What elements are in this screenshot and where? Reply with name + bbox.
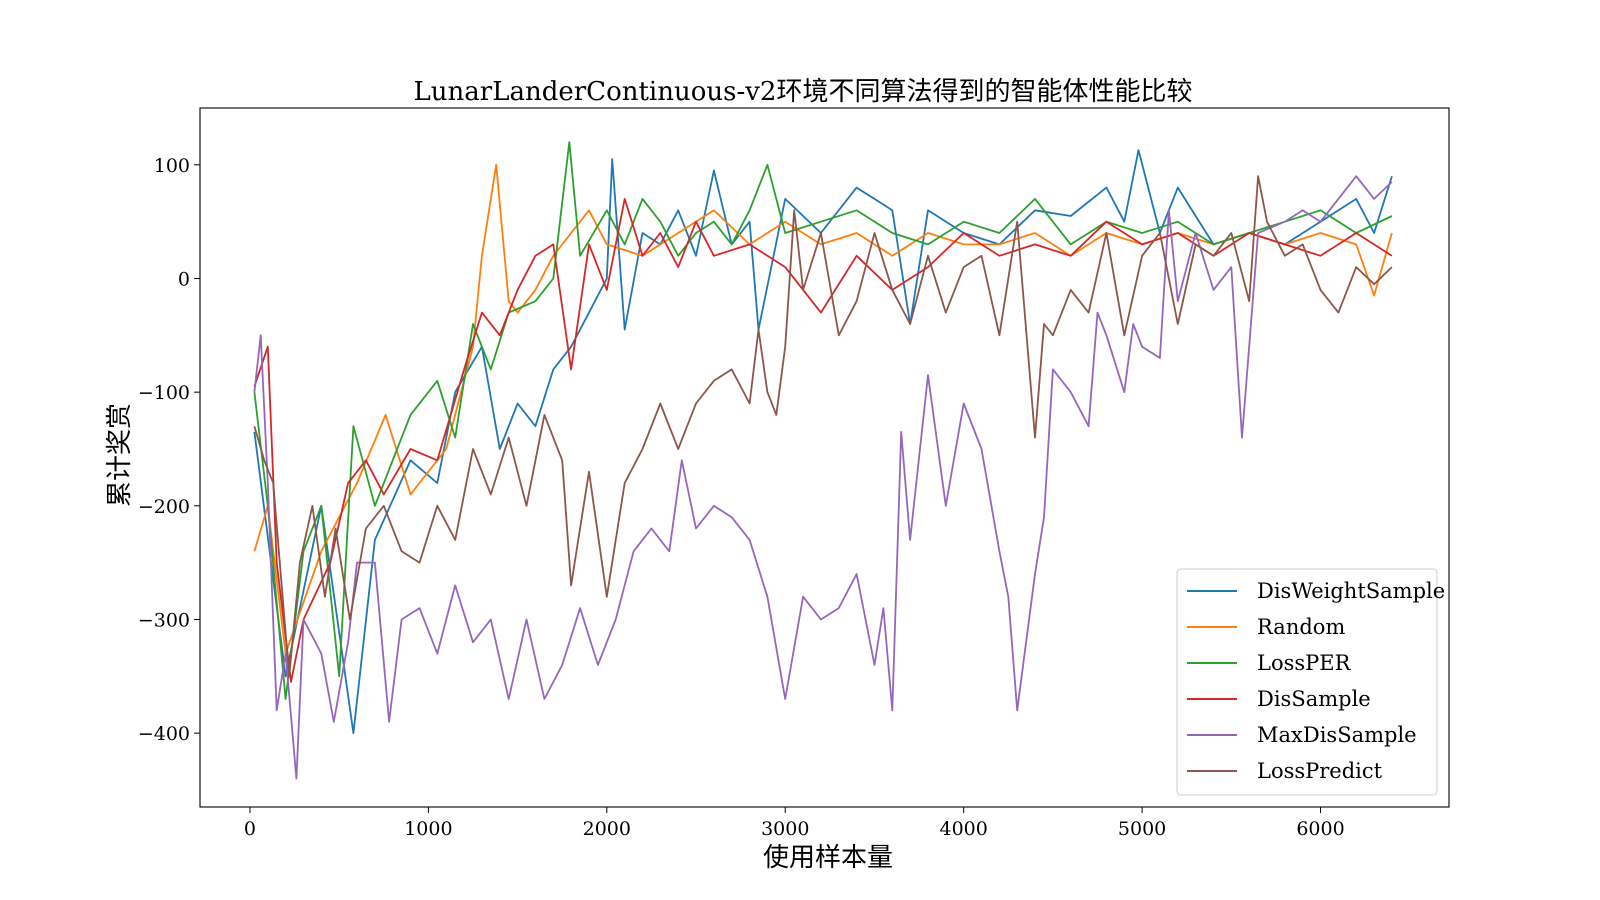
y-axis-label: 累计奖赏 [105, 403, 135, 507]
legend-label: Random [1257, 615, 1345, 639]
legend-label: DisWeightSample [1257, 579, 1445, 603]
y-tick-label: −100 [138, 382, 190, 404]
y-tick-label: −300 [138, 609, 190, 631]
x-tick-label: 4000 [939, 818, 987, 840]
legend-box [1176, 568, 1438, 796]
legend-label: DisSample [1257, 687, 1371, 711]
x-tick-label: 6000 [1296, 818, 1344, 840]
x-tick-label: 5000 [1118, 818, 1166, 840]
series-line-random [253, 163, 1393, 655]
x-tick-label: 0 [244, 818, 256, 840]
plot-lines [253, 141, 1393, 780]
series-line-losspredict [253, 175, 1393, 678]
legend: DisWeightSample Random LossPER DisSample Max… [1176, 568, 1445, 796]
plot-frame [199, 107, 1450, 808]
y-axis: −400 −300 −200 −100 0 100 [138, 155, 200, 745]
x-axis-label: 使用样本量 [763, 843, 893, 873]
x-axis: 0 1000 2000 3000 4000 5000 6000 [244, 807, 1345, 840]
y-tick-label: 100 [154, 155, 190, 177]
y-tick-label: −400 [138, 723, 190, 745]
series-line-dissample [253, 197, 1393, 683]
legend-label: LossPredict [1257, 759, 1383, 783]
x-tick-label: 2000 [583, 818, 631, 840]
x-tick-label: 1000 [404, 818, 452, 840]
legend-label: MaxDisSample [1257, 723, 1417, 747]
y-tick-label: −200 [138, 496, 190, 518]
x-tick-label: 3000 [761, 818, 809, 840]
series-line-maxdissample [253, 175, 1393, 780]
y-tick-label: 0 [178, 268, 190, 290]
legend-label: LossPER [1257, 651, 1352, 675]
chart-title: LunarLanderContinuous-v2环境不同算法得到的智能体性能比较 [414, 77, 1193, 107]
